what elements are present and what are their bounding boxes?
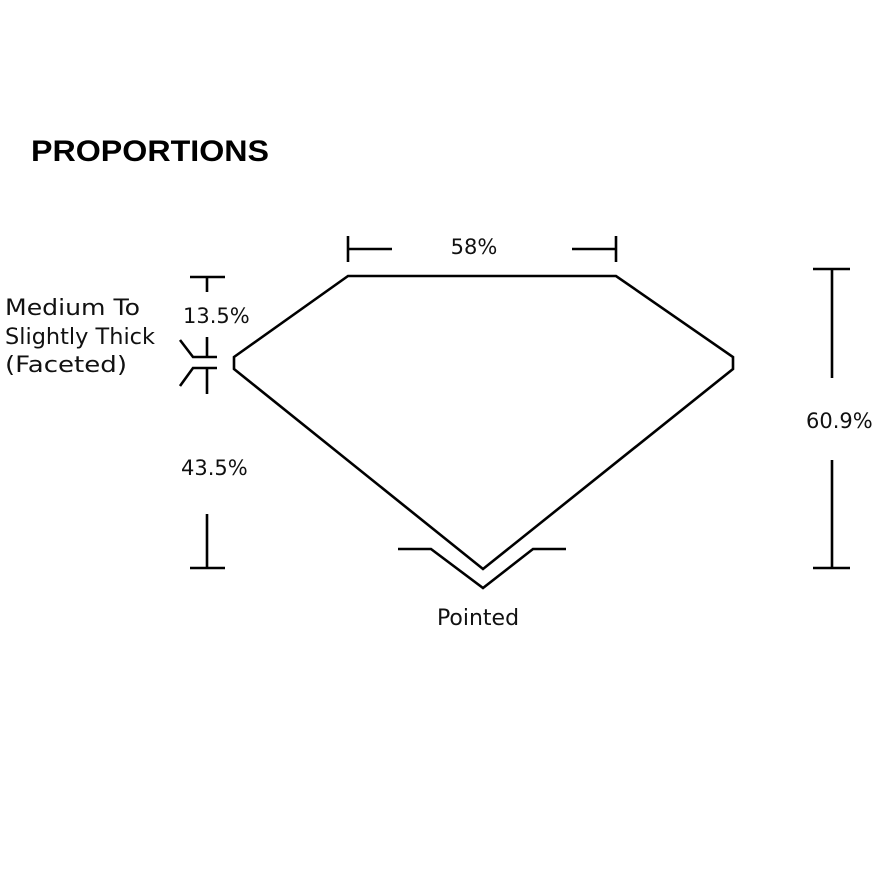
crown-percentage: 13.5% <box>183 304 250 328</box>
depth-percentage: 60.9% <box>806 409 873 433</box>
crown-pavilion-dimension-marker <box>178 275 225 570</box>
depth-dimension-marker <box>813 267 850 570</box>
table-dimension-marker <box>346 236 618 262</box>
culet-marker <box>398 547 566 590</box>
culet-label: Pointed <box>437 606 519 631</box>
girdle-label-line-3: (Faceted) <box>5 353 127 378</box>
table-percentage: 58% <box>451 235 498 259</box>
page-title: PROPORTIONS <box>31 135 269 168</box>
girdle-label-line-2: Slightly Thick <box>5 325 155 350</box>
girdle-label-line-1: Medium To <box>5 296 140 321</box>
gem-outline <box>232 274 735 571</box>
pavilion-percentage: 43.5% <box>181 456 248 480</box>
